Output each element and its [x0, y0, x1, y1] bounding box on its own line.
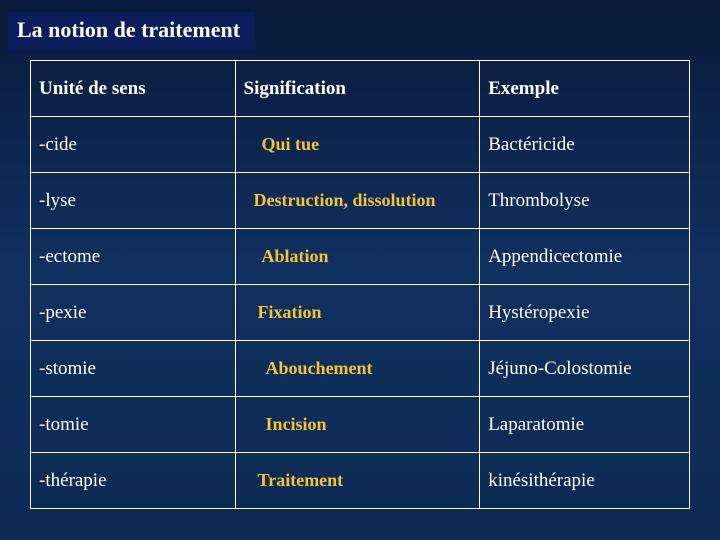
cell-ex: kinésithérapie — [480, 453, 690, 509]
cell-unit: -ectome — [31, 229, 236, 285]
table-row: -cide Qui tue Bactéricide — [31, 117, 690, 173]
cell-sig: Incision — [235, 397, 480, 453]
cell-sig: Traitement — [235, 453, 480, 509]
cell-sig: Abouchement — [235, 341, 480, 397]
cell-sig: Destruction, dissolution — [235, 173, 480, 229]
table-row: -stomie Abouchement Jéjuno-Colostomie — [31, 341, 690, 397]
table-row: -ectome Ablation Appendicectomie — [31, 229, 690, 285]
terminology-table: Unité de sens Signification Exemple -cid… — [30, 60, 690, 509]
slide: La notion de traitement Unité de sens Si… — [0, 0, 720, 540]
table-header-row: Unité de sens Signification Exemple — [31, 61, 690, 117]
table-row: -pexie Fixation Hystéropexie — [31, 285, 690, 341]
cell-sig: Ablation — [235, 229, 480, 285]
header-signification: Signification — [235, 61, 480, 117]
table-row: -tomie Incision Laparatomie — [31, 397, 690, 453]
cell-sig: Fixation — [235, 285, 480, 341]
cell-unit: -cide — [31, 117, 236, 173]
cell-unit: -pexie — [31, 285, 236, 341]
cell-unit: -lyse — [31, 173, 236, 229]
header-unit: Unité de sens — [31, 61, 236, 117]
header-example: Exemple — [480, 61, 690, 117]
slide-title: La notion de traitement — [17, 17, 240, 42]
cell-ex: Bactéricide — [480, 117, 690, 173]
cell-sig: Qui tue — [235, 117, 480, 173]
cell-unit: -tomie — [31, 397, 236, 453]
cell-ex: Jéjuno-Colostomie — [480, 341, 690, 397]
cell-ex: Appendicectomie — [480, 229, 690, 285]
cell-unit: -thérapie — [31, 453, 236, 509]
cell-ex: Thrombolyse — [480, 173, 690, 229]
cell-unit: -stomie — [31, 341, 236, 397]
cell-ex: Hystéropexie — [480, 285, 690, 341]
cell-ex: Laparatomie — [480, 397, 690, 453]
table-row: -lyse Destruction, dissolution Thromboly… — [31, 173, 690, 229]
table-row: -thérapie Traitement kinésithérapie — [31, 453, 690, 509]
title-box: La notion de traitement — [8, 12, 255, 50]
